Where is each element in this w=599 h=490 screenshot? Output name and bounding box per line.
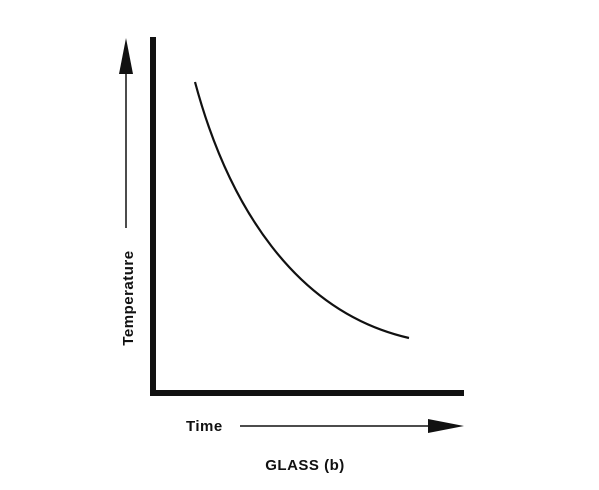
caption: GLASS (b) xyxy=(265,457,345,474)
y-axis-label: Temperature xyxy=(120,250,137,345)
x-axis-label: Time xyxy=(186,418,223,435)
x-arrow-head xyxy=(428,419,464,433)
y-arrow-head xyxy=(119,38,133,74)
cooling-curve xyxy=(193,81,410,340)
